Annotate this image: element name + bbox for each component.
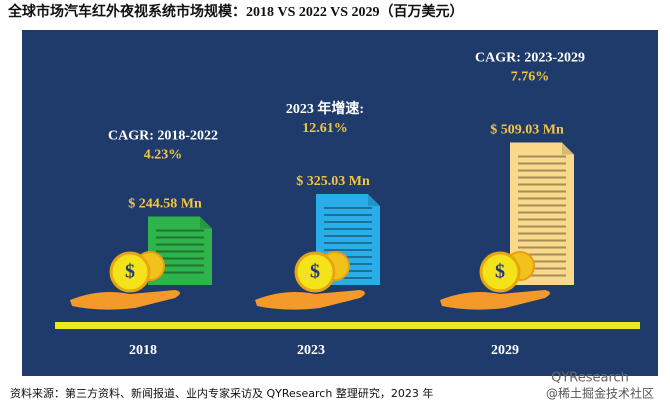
coin-symbol: $ — [495, 261, 505, 283]
watermark: @稀土掘金技术社区 — [546, 386, 654, 401]
annotation-rate: 12.61% — [302, 121, 348, 136]
category-label: 2018 — [129, 343, 157, 358]
annotation-rate: 4.23% — [144, 148, 183, 163]
annotation: 2023 年增速: — [286, 100, 364, 117]
hand — [440, 290, 550, 310]
coin — [479, 251, 521, 293]
fold — [368, 193, 380, 206]
baseline — [55, 322, 640, 329]
coin — [109, 251, 151, 293]
value-label: $ 244.58 Mn — [128, 197, 202, 212]
annotation: CAGR: 2023-2029 — [475, 51, 585, 66]
value-label: $ 325.03 Mn — [296, 174, 370, 189]
category-label: 2029 — [491, 343, 519, 358]
coin — [294, 251, 336, 293]
category-label: 2023 — [297, 343, 325, 358]
hand — [255, 290, 365, 310]
annotation: CAGR: 2018-2022 — [108, 129, 218, 144]
hand — [70, 290, 180, 310]
title: 全球市场汽车红外夜视系统市场规模：2018 VS 2022 VS 2029（百万… — [7, 3, 464, 20]
annotation-rate: 7.76% — [511, 70, 550, 85]
coin-symbol: $ — [125, 261, 135, 283]
fold — [200, 216, 212, 229]
value-label: $ 509.03 Mn — [490, 123, 564, 138]
document — [510, 142, 574, 285]
watermark: QYResearch — [551, 371, 629, 386]
coin-symbol: $ — [310, 261, 320, 283]
source: 资料来源：第三方资料、新闻报道、业内专家采访及 QYResearch 整理研究，… — [10, 386, 433, 400]
fold — [562, 142, 574, 155]
